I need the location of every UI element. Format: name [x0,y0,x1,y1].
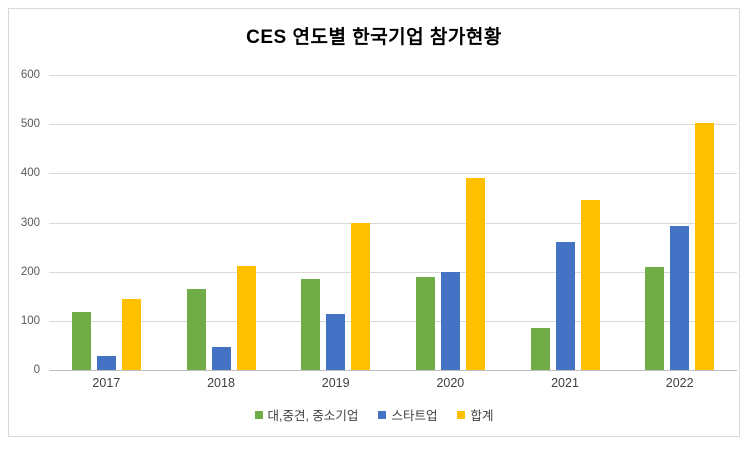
y-tick-label-200: 200 [20,265,40,278]
x-label-2019: 2019 [321,376,350,390]
bar-2020-startup [440,271,460,370]
bar-2019-startup [326,314,346,370]
plot-area [49,75,737,371]
bar-group-2022 [622,75,737,370]
x-label-2022: 2022 [665,376,694,390]
bar-group-2020 [393,75,508,370]
y-tick-label-0: 0 [33,364,40,376]
y-axis-tick-labels: 0 100 200 300 400 500 600 [9,69,40,376]
gridline-300 [49,222,737,224]
gridline-500 [49,124,737,126]
bar-group-2021 [508,75,623,370]
legend-marker-startup [378,410,387,419]
bar-2021-startup [555,242,575,370]
gridline-400 [49,173,737,175]
x-label-2017: 2017 [92,376,121,390]
chart-frame: CES 연도별 한국기업 참가현황 0 100 200 300 400 500 600 20… [8,8,740,437]
bar-2019-total [351,223,371,370]
y-tick-label-600: 600 [20,69,40,81]
x-axis-line [49,370,737,371]
y-tick-label-500: 500 [20,118,40,131]
bar-group-2019 [278,75,393,370]
legend-marker-total [457,410,466,419]
bar-2022-large-mid-small [645,266,665,370]
x-axis-category-labels: 2017 2018 2019 2020 2021 2022 [49,376,737,390]
gridline-100 [49,320,737,322]
gridline-600 [49,75,737,76]
legend-item-total: 합계 [457,405,493,424]
bar-2020-large-mid-small [415,276,435,370]
chart-title: CES 연도별 한국기업 참가현황 [246,27,502,48]
legend-label-total: 합계 [470,409,494,423]
chart-legend: 대,중견, 중소기업 스타트업 합계 [9,405,739,424]
legend-label-large-mid-small: 대,중견, 중소기업 [267,409,359,423]
legend-marker-large-mid-small [254,410,263,419]
bar-2021-total [580,200,600,370]
bar-group-2018 [164,75,279,370]
bar-2018-total [236,265,256,370]
legend-item-startup: 스타트업 [378,405,437,424]
bar-2022-total [695,123,715,370]
bar-groups [49,75,737,370]
y-tick-label-400: 400 [20,167,40,180]
x-label-2020: 2020 [436,376,465,390]
bar-2022-startup [670,226,690,370]
x-label-2021: 2021 [551,376,579,390]
bar-2017-large-mid-small [71,312,91,370]
legend-item-large-mid-small: 대,중견, 중소기업 [254,405,359,424]
bar-2020-total [465,178,485,370]
bar-2017-startup [96,356,116,370]
legend-label-startup: 스타트업 [391,409,438,423]
x-label-2018: 2018 [207,376,235,390]
gridline-200 [49,271,737,273]
y-tick-label-100: 100 [20,314,40,327]
bar-2018-large-mid-small [186,288,206,370]
bar-2021-large-mid-small [530,328,550,370]
bar-group-2017 [49,75,164,370]
bar-2017-total [121,298,141,370]
y-tick-label-300: 300 [20,216,40,229]
bar-2018-startup [211,346,231,370]
bar-2019-large-mid-small [301,279,321,370]
